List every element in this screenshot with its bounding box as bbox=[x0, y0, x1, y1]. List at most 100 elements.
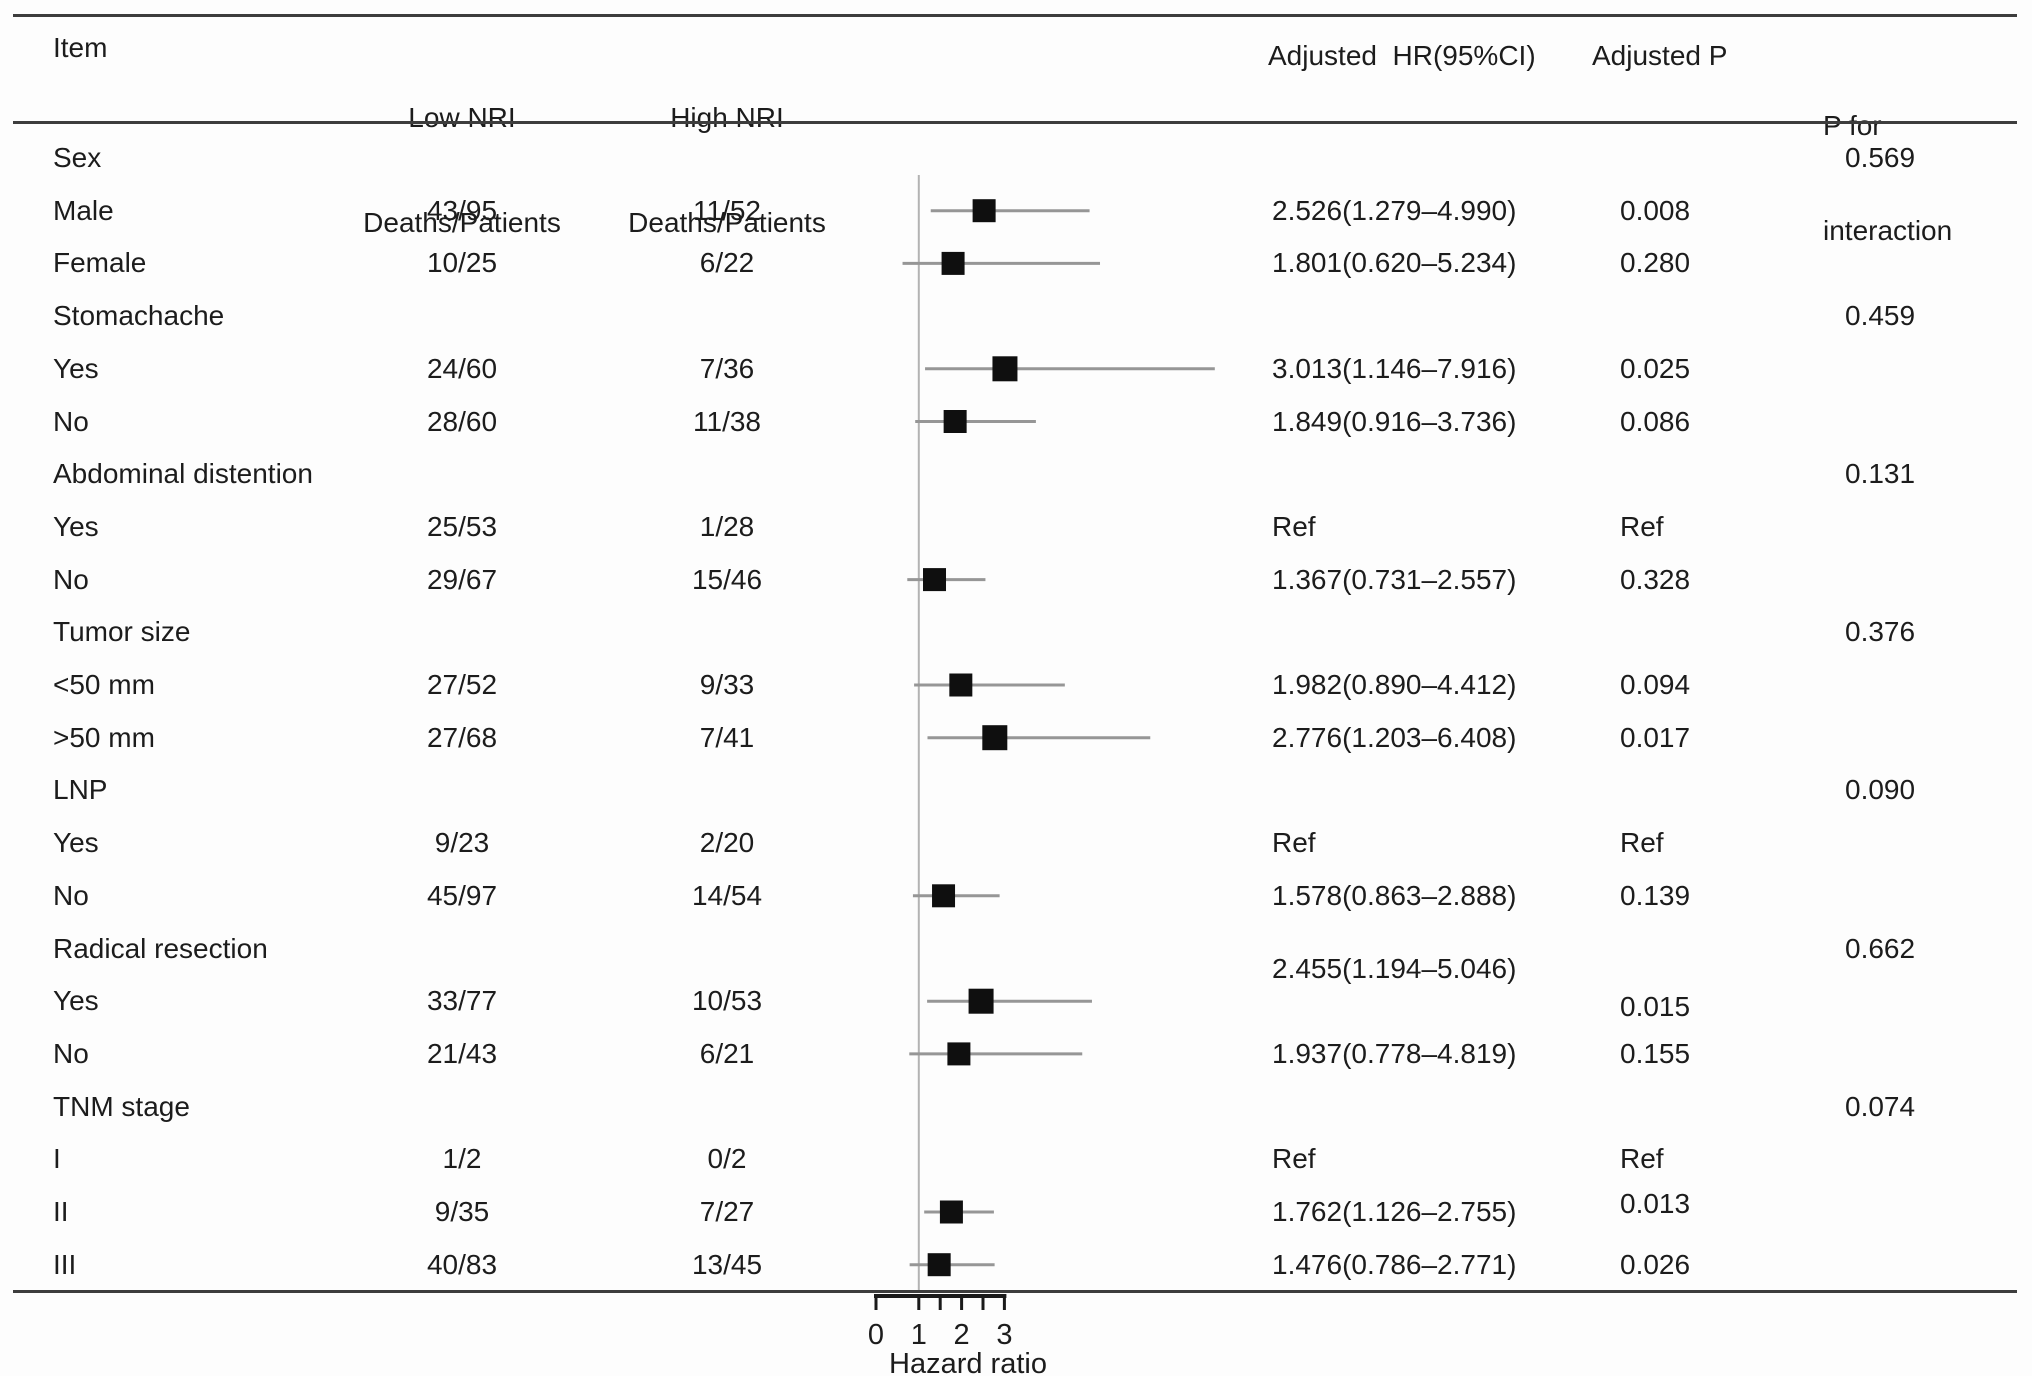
adjusted-hr-value: 2.526(1.279–4.990) bbox=[1272, 194, 1517, 226]
adjusted-p-value: Ref bbox=[1620, 1143, 1664, 1175]
column-header-high-nri-line1: High NRI bbox=[670, 102, 784, 133]
low-nri-deaths-patients: 1/2 bbox=[442, 1143, 482, 1175]
low-nri-deaths-patients: 21/43 bbox=[426, 1037, 498, 1069]
adjusted-p-value: 0.013 bbox=[1620, 1188, 1691, 1219]
adjusted-p-value: 0.139 bbox=[1620, 879, 1691, 911]
column-header-low-nri-line1: Low NRI bbox=[408, 102, 516, 133]
hr-point-square bbox=[947, 1042, 971, 1066]
hr-point-square bbox=[923, 568, 947, 592]
high-nri-deaths-patients: 7/36 bbox=[699, 352, 755, 384]
column-header-p-interaction-line2: interaction bbox=[1823, 215, 1953, 246]
adjusted-p-value: 0.026 bbox=[1620, 1248, 1691, 1280]
high-nri-deaths-patients: 6/21 bbox=[699, 1037, 755, 1069]
column-header-high-nri-line2: Deaths/Patients bbox=[628, 207, 826, 238]
row-label: No bbox=[53, 405, 89, 437]
high-nri-deaths-patients: 13/45 bbox=[691, 1248, 763, 1280]
row-label: Sex bbox=[53, 142, 102, 173]
column-header-p-interaction: P for interaction bbox=[1823, 38, 1952, 318]
table-row: Yes 9/23 2/20 Ref Ref bbox=[0, 825, 2032, 861]
row-label: >50 mm bbox=[53, 721, 155, 753]
table-row: II 9/35 7/27 1.762(1.126–2.755) 0.013 bbox=[0, 1188, 2032, 1230]
table-row-section: Tumor size 0.376 bbox=[0, 614, 2032, 650]
table-row: No 21/43 6/21 1.937(0.778–4.819) 0.155 bbox=[0, 1036, 2032, 1072]
adjusted-p-value: 0.015 bbox=[1620, 991, 1691, 1023]
low-nri-deaths-patients: 40/83 bbox=[426, 1248, 498, 1280]
high-nri-deaths-patients: 11/52 bbox=[693, 194, 761, 226]
p-interaction-value: 0.569 bbox=[1845, 142, 1916, 173]
hr-point-square bbox=[982, 725, 1008, 751]
low-nri-deaths-patients: 10/25 bbox=[426, 247, 498, 279]
low-nri-deaths-patients: 9/23 bbox=[434, 827, 490, 859]
table-row: Male 43/95 11/52 2.526(1.279–4.990) 0.008 bbox=[0, 193, 2032, 229]
low-nri-deaths-patients: 25/53 bbox=[426, 510, 498, 542]
row-label: Female bbox=[53, 247, 147, 279]
row-label: Male bbox=[53, 194, 114, 226]
row-label: No bbox=[53, 879, 89, 911]
adjusted-p-value: 0.017 bbox=[1620, 721, 1691, 753]
high-nri-deaths-patients: 6/22 bbox=[699, 247, 755, 279]
high-nri-deaths-patients: 0/2 bbox=[707, 1143, 747, 1175]
x-axis-title: Hazard ratio bbox=[889, 1348, 1047, 1376]
row-label: Abdominal distention bbox=[53, 458, 313, 490]
table-row-section: Stomachache 0.459 bbox=[0, 298, 2032, 334]
hr-point-square bbox=[968, 988, 994, 1014]
adjusted-hr-value: 1.367(0.731–2.557) bbox=[1272, 563, 1517, 595]
header-separator-rule bbox=[13, 121, 2017, 124]
table-row-section: LNP 0.090 bbox=[0, 772, 2032, 808]
hr-point-square bbox=[943, 410, 967, 433]
adjusted-hr-value: 2.776(1.203–6.408) bbox=[1272, 721, 1517, 753]
row-label: No bbox=[53, 563, 89, 595]
low-nri-deaths-patients: 28/60 bbox=[426, 405, 498, 437]
adjusted-hr-value: 1.982(0.890–4.412) bbox=[1272, 669, 1517, 700]
row-label: Yes bbox=[53, 352, 99, 384]
low-nri-deaths-patients: 27/68 bbox=[426, 721, 498, 753]
adjusted-hr-value: 1.849(0.916–3.736) bbox=[1272, 405, 1517, 437]
row-label: No bbox=[53, 1037, 89, 1069]
high-nri-deaths-patients: 14/54 bbox=[691, 879, 763, 911]
low-nri-deaths-patients: 33/77 bbox=[426, 985, 498, 1017]
low-nri-deaths-patients: 27/52 bbox=[426, 669, 498, 700]
table-row: Yes 25/53 1/28 Ref Ref bbox=[0, 509, 2032, 545]
table-row: Yes 33/77 10/53 2.455(1.194–5.046) 0.015 bbox=[0, 953, 2032, 1022]
top-rule bbox=[13, 14, 2017, 17]
hr-point-square bbox=[992, 356, 1018, 382]
hr-point-square bbox=[939, 1200, 963, 1224]
high-nri-deaths-patients: 10/53 bbox=[691, 985, 763, 1017]
table-row: Yes 24/60 7/36 3.013(1.146–7.916) 0.025 bbox=[0, 351, 2032, 387]
hr-point-square bbox=[932, 884, 956, 908]
column-header-item: Item bbox=[53, 32, 108, 63]
adjusted-p-value: 0.025 bbox=[1620, 352, 1691, 384]
adjusted-hr-value: 2.455(1.194–5.046) bbox=[1272, 953, 1517, 985]
adjusted-p-value: 0.280 bbox=[1620, 247, 1691, 279]
column-header-adjusted-p: Adjusted P bbox=[1592, 40, 1728, 71]
table-row-section: Sex 0.569 bbox=[0, 140, 2032, 176]
x-axis-tick-label: 2 bbox=[954, 1319, 970, 1351]
high-nri-deaths-patients: 2/20 bbox=[699, 827, 755, 859]
adjusted-p-value: Ref bbox=[1620, 510, 1664, 542]
hr-point-square bbox=[972, 199, 996, 223]
x-axis-tick-label: 1 bbox=[911, 1319, 927, 1351]
column-header-low-nri-line2: Deaths/Patients bbox=[363, 207, 561, 238]
row-label: Yes bbox=[53, 827, 99, 859]
p-interaction-value: 0.074 bbox=[1845, 1090, 1916, 1122]
low-nri-deaths-patients: 43/95 bbox=[426, 194, 498, 226]
row-label: TNM stage bbox=[53, 1090, 190, 1122]
adjusted-hr-value: Ref bbox=[1272, 1143, 1316, 1175]
table-row: <50 mm 27/52 9/33 1.982(0.890–4.412) 0.094 bbox=[0, 667, 2032, 703]
row-label: III bbox=[53, 1248, 77, 1280]
adjusted-p-value: Ref bbox=[1620, 827, 1664, 859]
column-header-p-interaction-line1: P for bbox=[1823, 110, 1882, 141]
adjusted-hr-value: 1.762(1.126–2.755) bbox=[1272, 1196, 1517, 1227]
high-nri-deaths-patients: 9/33 bbox=[699, 669, 755, 700]
row-label: Tumor size bbox=[53, 616, 191, 648]
column-header-low-nri: Low NRI Deaths/Patients bbox=[363, 30, 561, 310]
column-header-adjusted-hr: Adjusted HR(95%CI) bbox=[1268, 40, 1536, 71]
table-row: No 45/97 14/54 1.578(0.863–2.888) 0.139 bbox=[0, 878, 2032, 914]
table-row-section: TNM stage 0.074 bbox=[0, 1089, 2032, 1125]
adjusted-hr-value: 1.476(0.786–2.771) bbox=[1272, 1248, 1517, 1280]
low-nri-deaths-patients: 45/97 bbox=[426, 879, 498, 911]
adjusted-p-value: 0.328 bbox=[1620, 563, 1691, 595]
hr-point-square bbox=[927, 1253, 951, 1277]
